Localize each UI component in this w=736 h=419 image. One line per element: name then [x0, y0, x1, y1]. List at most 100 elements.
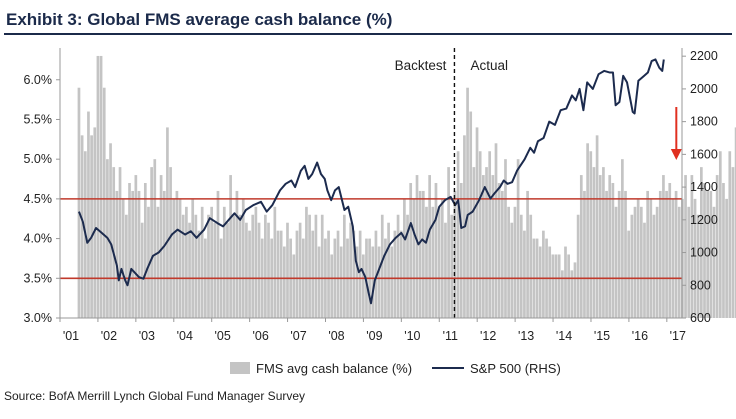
- fms-cash-bar: [406, 214, 409, 318]
- fms-cash-bar: [169, 167, 172, 318]
- x-tick-label: '13: [518, 329, 534, 343]
- x-tick-label: '05: [215, 329, 231, 343]
- fms-cash-bar: [570, 270, 574, 318]
- fms-cash-bar: [671, 198, 675, 318]
- x-tick-label: '10: [404, 329, 420, 343]
- fms-cash-bar: [643, 222, 646, 318]
- fms-cash-bar: [181, 214, 185, 318]
- fms-cash-bar: [343, 214, 346, 318]
- left-tick-label: 4.0%: [24, 232, 53, 246]
- down-arrow-head: [670, 149, 682, 160]
- fms-cash-bar: [725, 198, 728, 318]
- fms-cash-bar: [636, 198, 640, 318]
- fms-cash-bar: [314, 214, 318, 318]
- fms-cash-bar: [153, 159, 157, 318]
- fms-cash-bar: [564, 246, 567, 318]
- fms-cash-bar: [213, 222, 217, 318]
- fms-cash-bar: [690, 175, 694, 318]
- fms-cash-bar: [437, 206, 441, 318]
- fms-cash-bar: [235, 190, 239, 318]
- fms-cash-bar: [355, 246, 359, 318]
- fms-cash-bar: [358, 230, 362, 318]
- right-tick-label: 2000: [690, 82, 718, 96]
- fms-cash-bar: [519, 214, 523, 318]
- left-tick-label: 5.0%: [24, 152, 53, 166]
- fms-cash-bar: [415, 175, 419, 318]
- right-tick-label: 1800: [690, 115, 718, 129]
- fms-cash-bar: [598, 175, 602, 318]
- legend-label-line: S&P 500 (RHS): [470, 361, 561, 376]
- fms-cash-bar: [712, 206, 716, 318]
- left-tick-label: 4.5%: [24, 192, 53, 206]
- fms-cash-bar: [482, 175, 485, 318]
- fms-cash-bar: [551, 254, 555, 318]
- right-tick-label: 1400: [690, 180, 718, 194]
- fms-cash-bar: [377, 246, 381, 318]
- fms-cash-bar: [194, 214, 198, 318]
- fms-cash-bar: [734, 127, 736, 318]
- fms-cash-bar: [497, 183, 501, 318]
- fms-cash-bar: [200, 206, 204, 318]
- fms-cash-bar: [586, 143, 589, 318]
- fms-cash-bar: [658, 190, 662, 318]
- fms-cash-bar: [339, 246, 343, 318]
- fms-cash-bar: [633, 206, 637, 318]
- chart-title: Exhibit 3: Global FMS average cash balan…: [6, 10, 393, 29]
- x-tick-label: '09: [366, 329, 382, 343]
- fms-cash-bar: [273, 206, 277, 318]
- fms-cash-bar: [425, 206, 428, 318]
- left-tick-label: 6.0%: [24, 73, 53, 87]
- fms-cash-bar: [662, 175, 665, 318]
- x-tick-label: '01: [63, 329, 79, 343]
- fms-cash-bar: [655, 206, 659, 318]
- fms-cash-bar: [621, 159, 624, 318]
- sp500-line: [78, 58, 665, 305]
- fms-cash-bar: [308, 214, 311, 318]
- fms-cash-bar: [592, 167, 596, 318]
- fms-cash-bar: [500, 190, 504, 318]
- fms-cash-bar: [134, 175, 138, 318]
- fms-cash-bar: [387, 222, 390, 318]
- right-tick-label: 1000: [690, 246, 718, 260]
- x-tick-label: '02: [101, 329, 117, 343]
- left-tick-label: 5.5%: [24, 112, 53, 126]
- fms-cash-bar: [589, 151, 593, 318]
- title-bar: Exhibit 3: Global FMS average cash balan…: [4, 6, 732, 35]
- fms-cash-bar: [188, 222, 191, 318]
- fms-cash-bar: [185, 206, 188, 318]
- fms-cash-bar: [677, 206, 681, 318]
- fms-cash-bar: [317, 246, 321, 318]
- fms-cash-bar: [700, 167, 703, 318]
- fms-cash-bar: [229, 175, 232, 318]
- fms-cash-bar: [444, 222, 447, 318]
- fms-cash-bar: [602, 167, 605, 318]
- x-tick-label: '08: [328, 329, 344, 343]
- fms-cash-bar: [703, 183, 706, 318]
- divider-layer: Backtest Actual: [395, 48, 682, 318]
- fms-cash-bar: [336, 230, 340, 318]
- fms-cash-bar: [361, 254, 365, 318]
- fms-cash-bar: [150, 167, 153, 318]
- fms-cash-bar: [99, 55, 103, 318]
- annotation-actual: Actual: [470, 58, 508, 73]
- legend: FMS avg cash balance (%) S&P 500 (RHS): [230, 361, 561, 376]
- fms-cash-bar: [267, 222, 270, 318]
- fms-cash-bar: [207, 214, 210, 318]
- fms-cash-bar: [327, 230, 330, 318]
- fms-cash-bar: [428, 175, 431, 318]
- fms-cash-bar: [614, 206, 618, 318]
- fms-cash-bar: [282, 246, 286, 318]
- fms-cash-bar: [248, 230, 251, 318]
- fms-cash-bar: [254, 206, 258, 318]
- fms-cash-bar: [494, 143, 498, 318]
- fms-cash-bar: [611, 183, 615, 318]
- x-tick-label: '07: [290, 329, 306, 343]
- fms-cash-bar: [693, 198, 697, 318]
- fms-cash-bar: [396, 214, 400, 318]
- fms-cash-bar: [109, 143, 112, 318]
- fms-cash-bar: [143, 183, 147, 318]
- left-tick-label: 3.5%: [24, 271, 53, 285]
- fms-cash-bar: [320, 214, 324, 318]
- fms-cash-bar: [352, 230, 356, 318]
